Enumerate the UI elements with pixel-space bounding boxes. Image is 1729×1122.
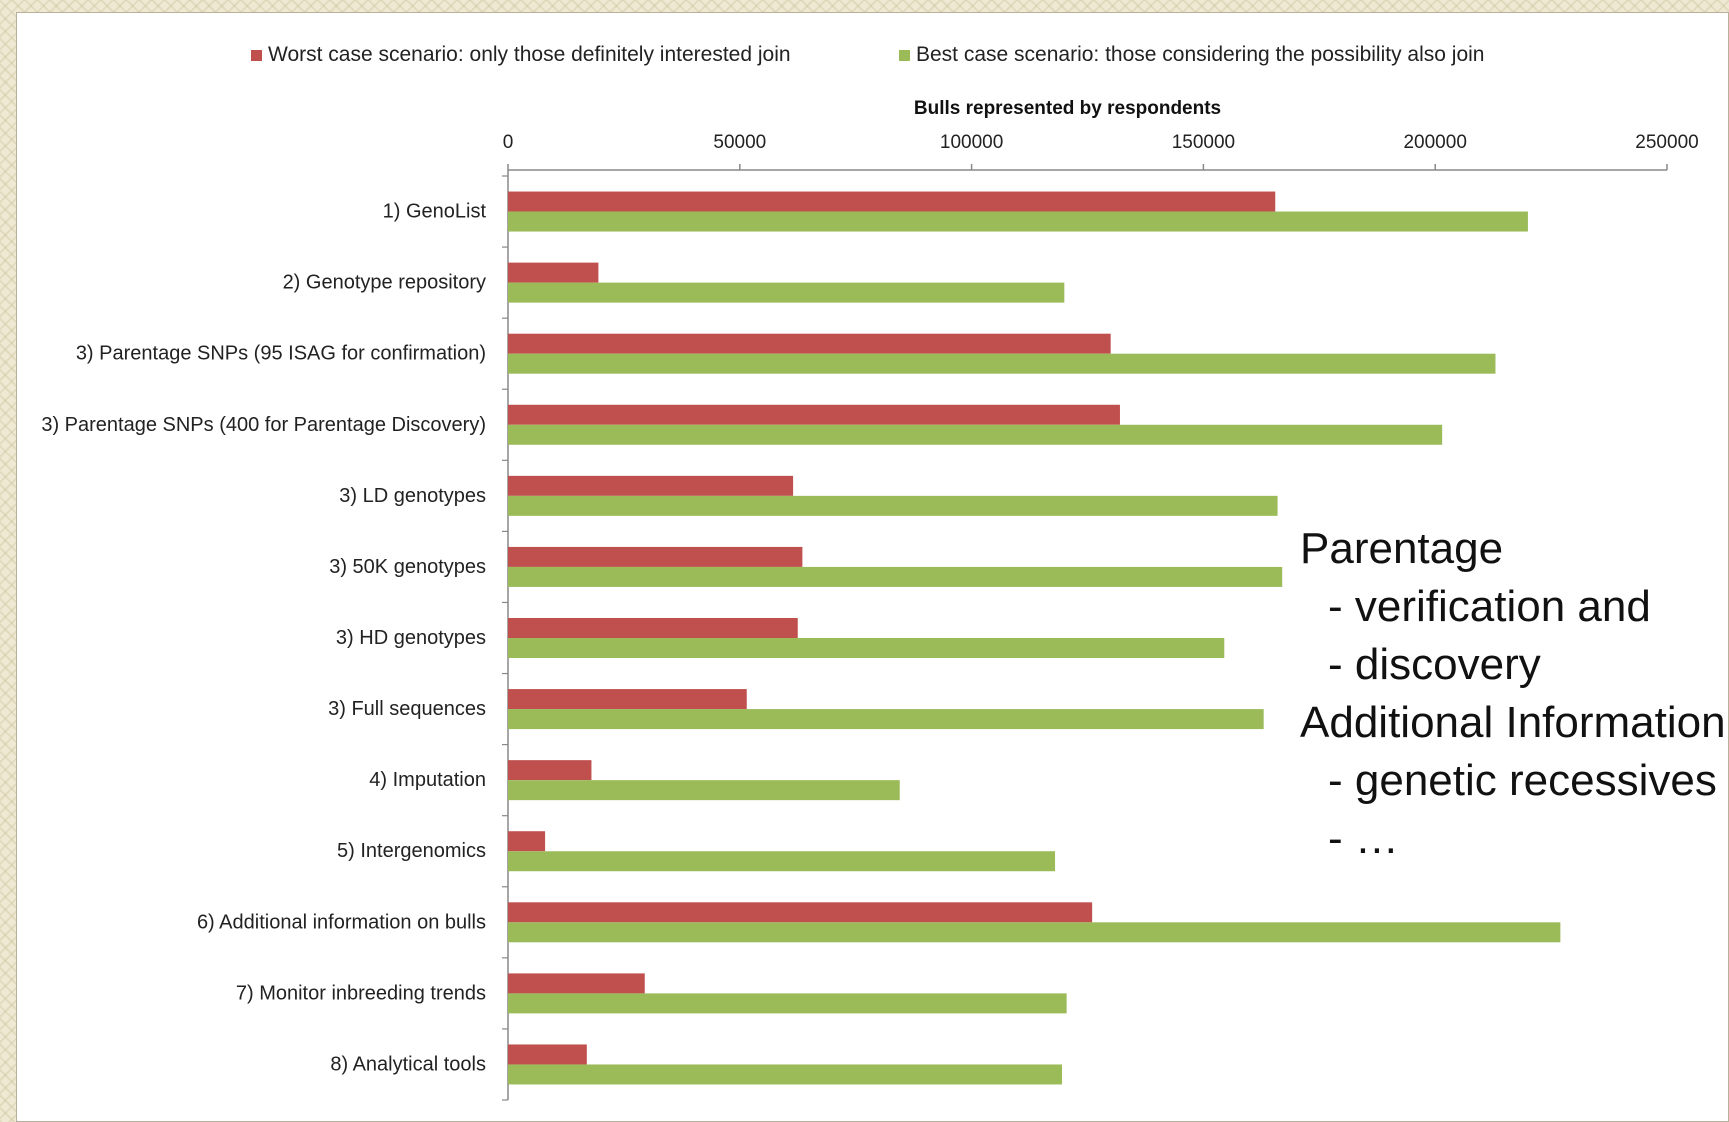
bar-worst-case	[508, 546, 803, 567]
category-label: 3) HD genotypes	[336, 627, 486, 649]
legend-item-worst-case: Worst case scenario: only those definite…	[251, 43, 791, 67]
bar-worst-case	[508, 831, 546, 852]
x-tick-label: 150000	[1172, 132, 1235, 153]
legend-item-best-case: Best case scenario: those considering th…	[899, 43, 1484, 67]
annotation-line-ellipsis: - …	[1328, 814, 1399, 863]
bar-worst-case	[508, 404, 1120, 425]
bar-best-case	[508, 780, 900, 801]
bar-worst-case	[508, 191, 1276, 212]
annotation-line-discovery: - discovery	[1328, 640, 1541, 689]
bar-best-case	[508, 566, 1283, 587]
bar-best-case	[508, 709, 1264, 730]
category-label: 6) Additional information on bulls	[197, 911, 486, 933]
bar-worst-case	[508, 1044, 587, 1065]
bar-worst-case	[508, 973, 645, 994]
bar-best-case	[508, 495, 1278, 516]
bar-worst-case	[508, 475, 794, 496]
bar-worst-case	[508, 333, 1111, 354]
legend-label-best-case: Best case scenario: those considering th…	[916, 43, 1485, 66]
x-tick-label: 250000	[1635, 132, 1698, 153]
bar-best-case	[508, 1064, 1063, 1085]
annotation-line-verification: - verification and	[1328, 582, 1651, 631]
bar-best-case	[508, 424, 1443, 445]
bar-best-case	[508, 638, 1225, 658]
category-label: 2) Genotype repository	[283, 272, 486, 294]
annotation-text-box: Parentage - verification and - discovery…	[1300, 520, 1729, 870]
bar-worst-case	[508, 262, 599, 283]
annotation-line-additional-information: Additional Information	[1300, 698, 1726, 747]
category-label: 3) Parentage SNPs (400 for Parentage Dis…	[41, 414, 486, 436]
category-label: 3) Full sequences	[328, 698, 486, 720]
annotation-line-parentage: Parentage	[1300, 524, 1504, 573]
bar-best-case	[508, 851, 1056, 872]
axis-title: Bulls represented by respondents	[914, 98, 1221, 119]
category-label: 1) GenoList	[383, 201, 487, 223]
bar-best-case	[508, 922, 1561, 943]
legend-swatch-worst-case	[251, 49, 262, 61]
bar-best-case	[508, 993, 1067, 1014]
bar-best-case	[508, 211, 1528, 232]
category-label: 3) Parentage SNPs (95 ISAG for confirmat…	[76, 343, 486, 365]
bar-best-case	[508, 282, 1065, 303]
legend-label-worst-case: Worst case scenario: only those definite…	[268, 43, 791, 66]
bar-worst-case	[508, 689, 747, 710]
bar-worst-case	[508, 618, 798, 638]
bar-best-case	[508, 353, 1496, 374]
x-tick-label: 100000	[940, 132, 1003, 153]
x-tick-label: 200000	[1403, 132, 1466, 153]
x-tick-label: 50000	[713, 132, 766, 153]
bar-worst-case	[508, 760, 592, 781]
annotation-line-genetic-recessives: - genetic recessives	[1328, 756, 1717, 805]
category-label: 7) Monitor inbreeding trends	[236, 982, 486, 1004]
bar-worst-case	[508, 902, 1093, 923]
x-tick-label: 0	[503, 132, 514, 153]
category-label: 3) LD genotypes	[339, 485, 486, 507]
category-label: 3) 50K genotypes	[329, 556, 486, 578]
category-label: 8) Analytical tools	[330, 1053, 486, 1075]
category-label: 5) Intergenomics	[337, 840, 486, 862]
legend-swatch-best-case	[899, 49, 910, 61]
category-label: 4) Imputation	[369, 769, 486, 791]
